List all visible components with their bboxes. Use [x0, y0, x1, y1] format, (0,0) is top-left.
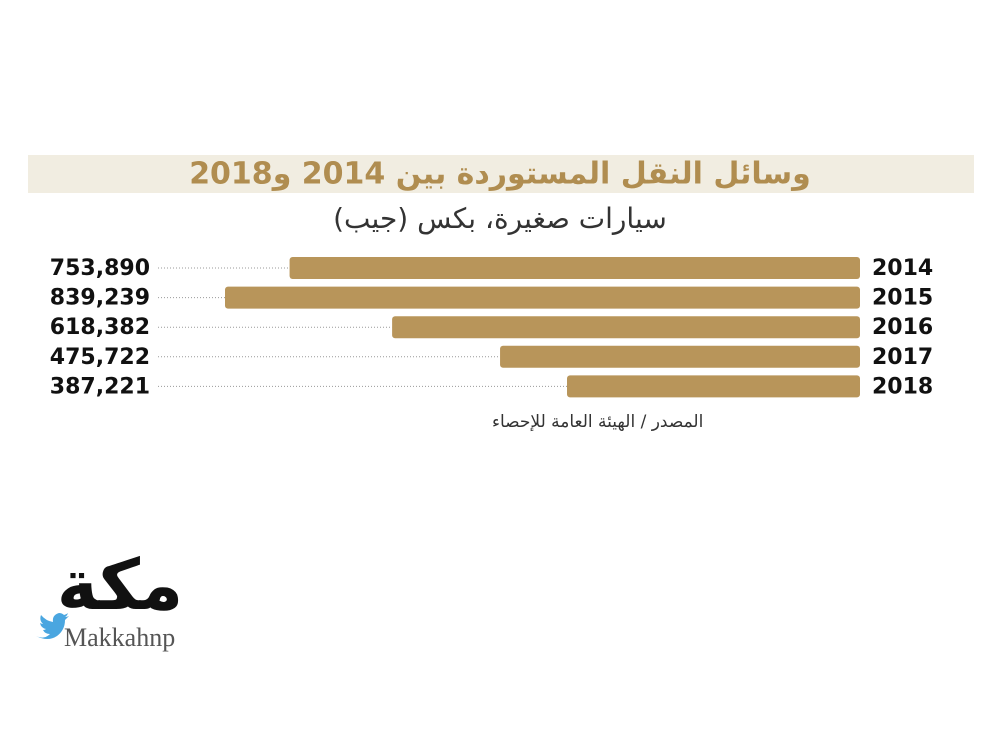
category-label: 2017	[872, 345, 933, 370]
logo-handle: Makkahnp	[64, 623, 175, 652]
bar	[289, 257, 861, 279]
category-label: 2015	[872, 286, 933, 311]
chart-title: وسائل النقل المستوردة بين 2014 و2018	[189, 157, 811, 192]
category-label: 2014	[872, 256, 933, 281]
value-label: 387,221	[50, 374, 150, 399]
value-label: 475,722	[50, 345, 150, 370]
category-label: 2018	[872, 374, 933, 399]
bar	[567, 375, 860, 398]
bar	[392, 316, 860, 339]
logo-name: مكة	[57, 544, 184, 626]
title-band	[28, 155, 974, 193]
bar	[500, 345, 860, 368]
value-label: 839,239	[50, 286, 150, 311]
twitter-icon	[36, 613, 69, 639]
category-label: 2016	[872, 315, 933, 340]
bar	[225, 286, 860, 309]
logo: مكة Makkahnp	[36, 544, 183, 652]
source-note: المصدر / الهيئة العامة للإحصاء	[492, 412, 703, 432]
chart-subtitle: سيارات صغيرة، بكس (جيب)	[333, 202, 667, 235]
value-label: 618,382	[50, 315, 150, 340]
value-label: 753,890	[50, 256, 150, 281]
